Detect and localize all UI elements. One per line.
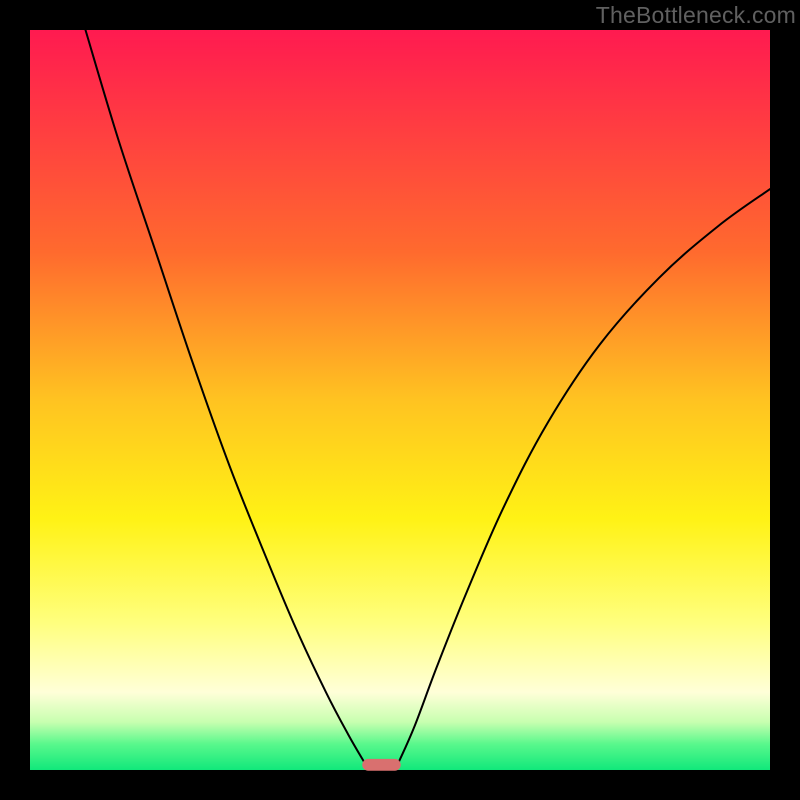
optimal-marker [362, 759, 400, 771]
plot-area [30, 30, 770, 770]
credit-label: TheBottleneck.com [596, 0, 796, 29]
bottleneck-curve-chart [0, 0, 800, 800]
